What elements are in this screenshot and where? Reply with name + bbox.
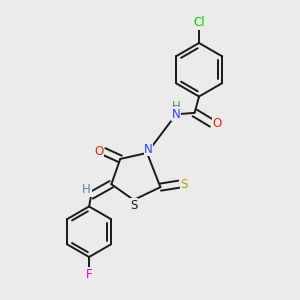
- Text: N: N: [172, 108, 181, 121]
- Text: H: H: [172, 100, 181, 113]
- Text: O: O: [94, 145, 103, 158]
- Text: S: S: [181, 178, 188, 191]
- Text: N: N: [144, 143, 153, 156]
- Text: O: O: [212, 117, 222, 130]
- Text: Cl: Cl: [193, 16, 205, 29]
- Text: S: S: [130, 199, 137, 212]
- Text: F: F: [86, 268, 92, 281]
- Text: H: H: [82, 183, 91, 196]
